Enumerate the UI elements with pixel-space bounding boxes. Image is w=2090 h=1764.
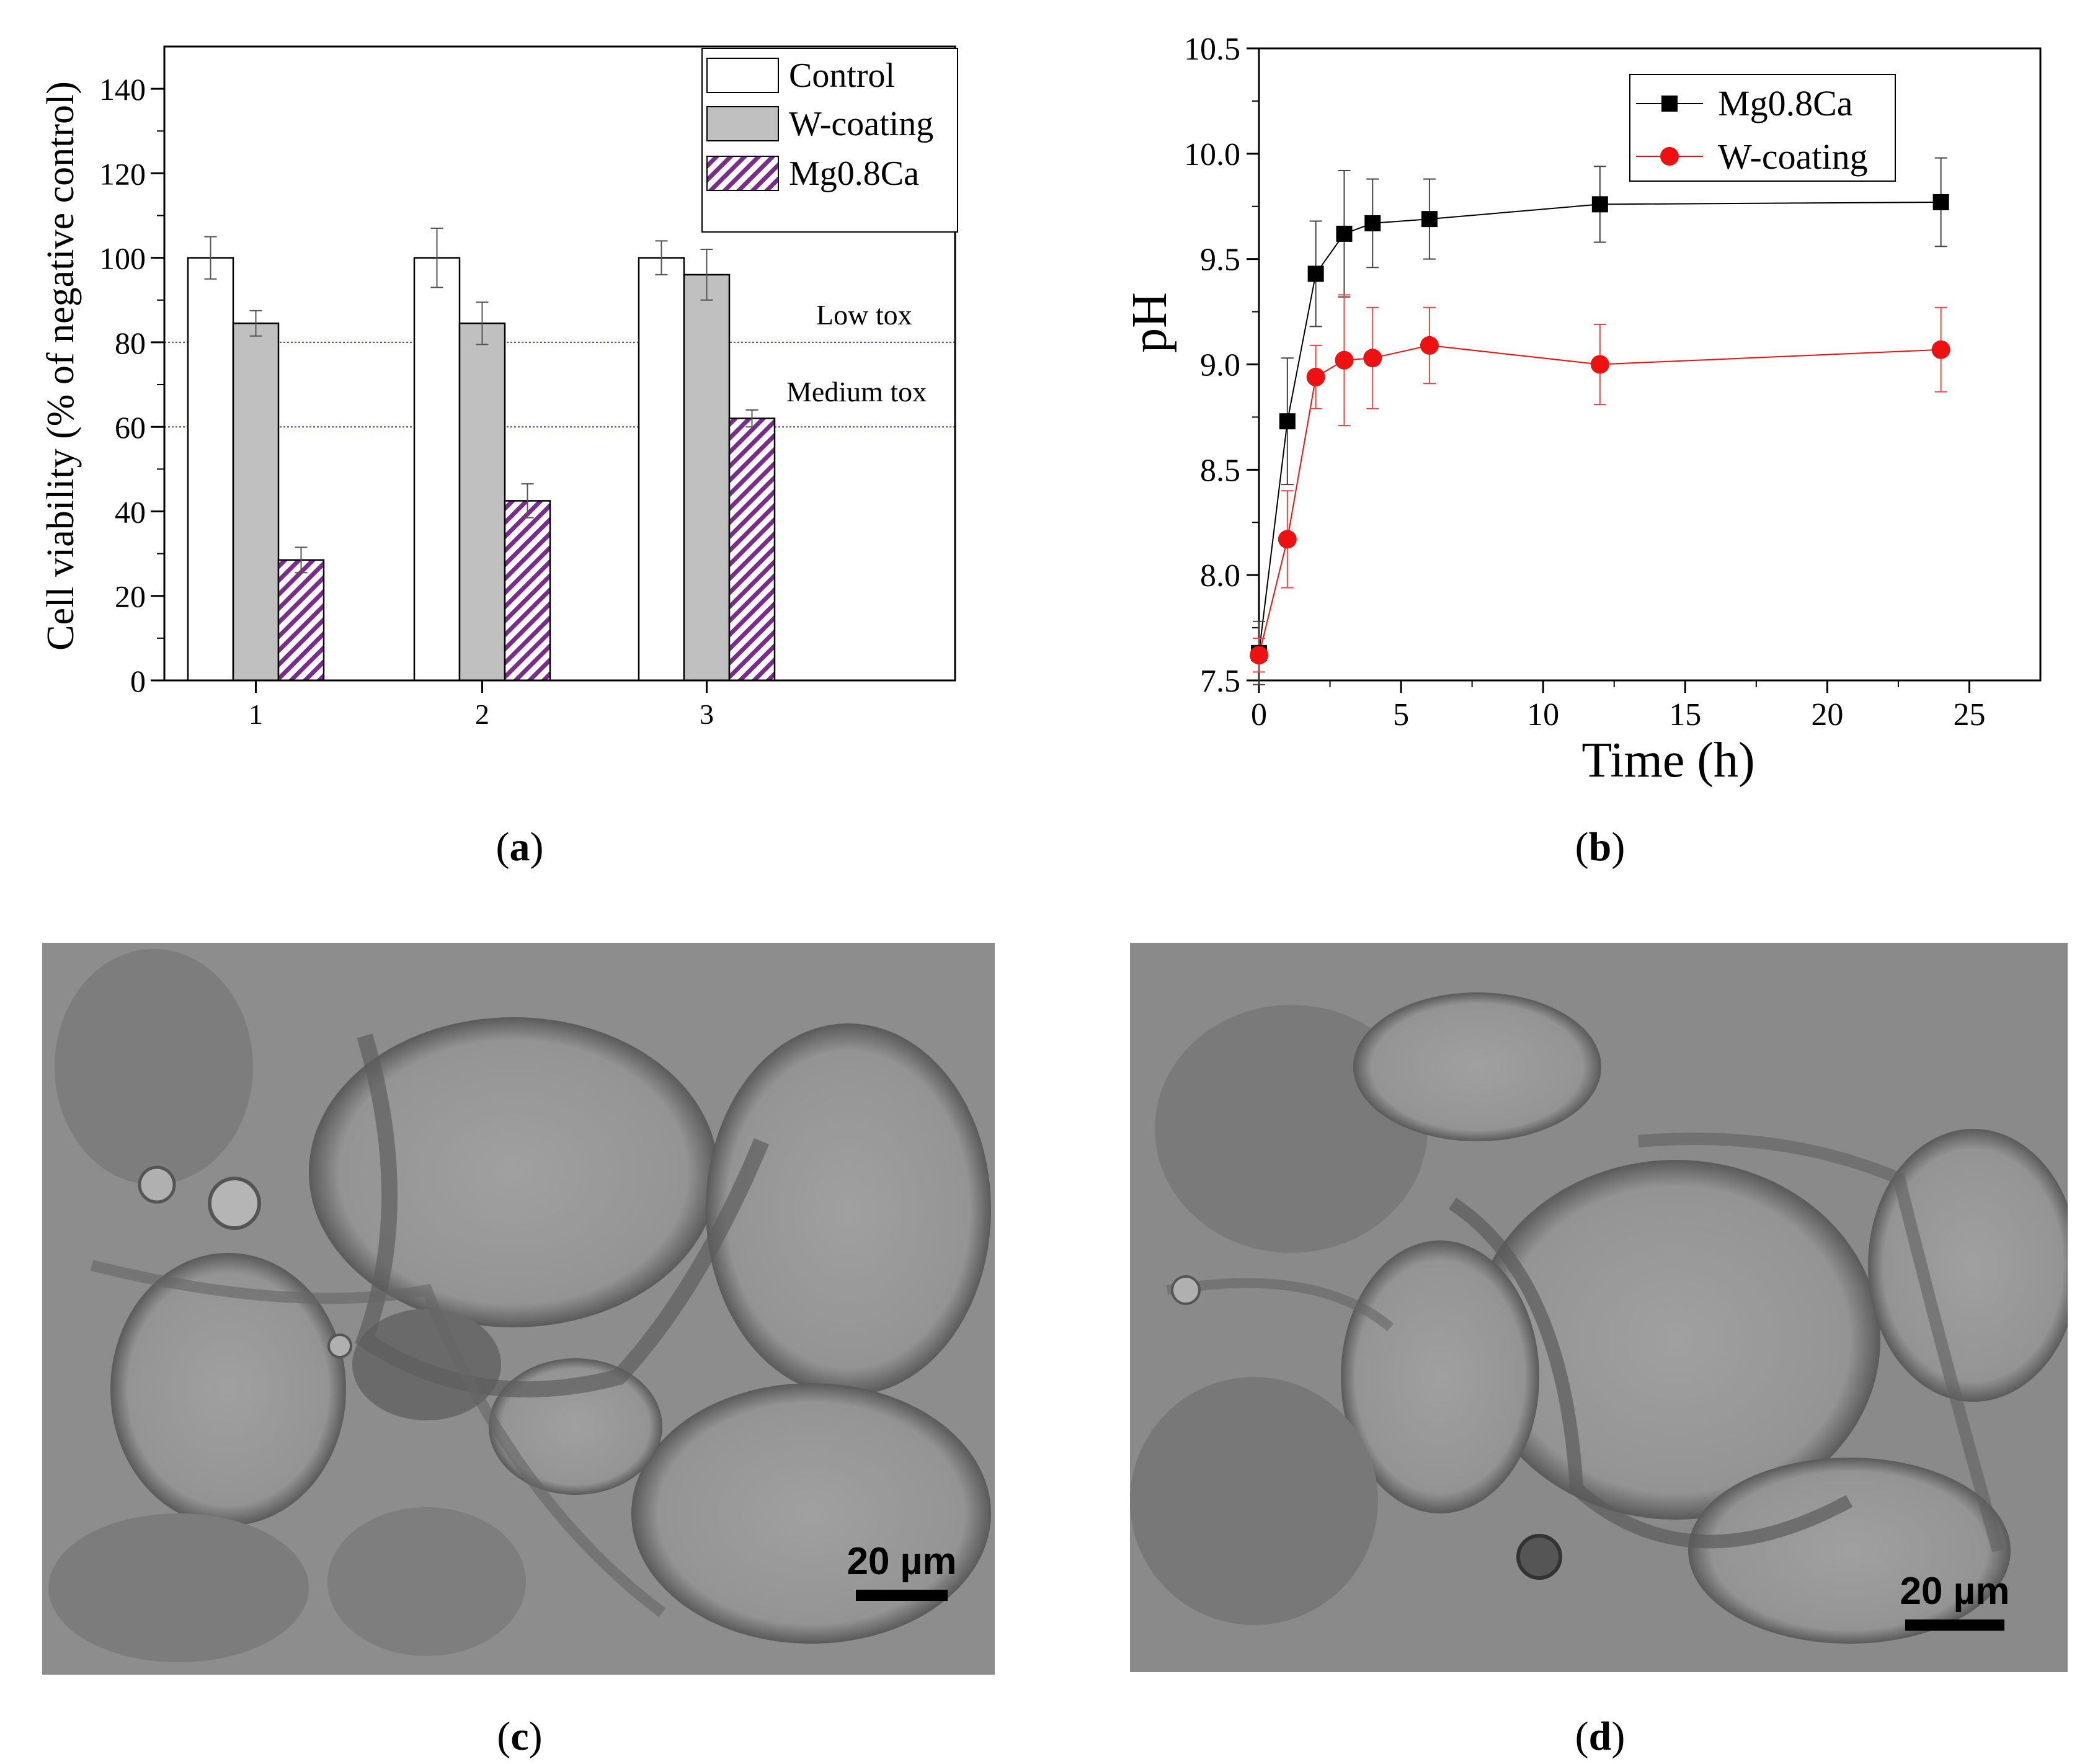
data-point-w xyxy=(1306,367,1325,386)
a-y-tick-label: 40 xyxy=(115,494,146,529)
b-x-tick-label: 25 xyxy=(1953,697,1985,733)
b-y-axis-label: pH xyxy=(1123,292,1177,353)
panel-b-line-chart: 7.5 8.0 8.5 9.0 9.5 10.0 10.5 0 5 10 15 20 25 pH Tim… xyxy=(1123,32,2042,788)
b-x-tick-label: 0 xyxy=(1251,697,1267,733)
legend-label-mg-series: Mg0.8Ca xyxy=(1718,83,1853,123)
data-point-w xyxy=(1250,646,1268,665)
a-x-tick-label: 1 xyxy=(249,698,263,730)
legend-swatch-mg xyxy=(706,156,779,191)
legend-marker-w-circle xyxy=(1660,147,1679,166)
b-y-tick-label: 9.0 xyxy=(1200,348,1240,383)
bar-wcoating-1 xyxy=(232,323,280,682)
data-point-w xyxy=(1420,336,1439,355)
panel-caption-d: (d) xyxy=(1575,1714,1625,1759)
b-legend: Mg0.8Ca W-coating xyxy=(1629,74,1896,182)
b-x-tick-label: 10 xyxy=(1527,697,1559,733)
bar-mg-1 xyxy=(277,559,325,682)
bar-control-3 xyxy=(638,257,685,682)
b-y-tick-label: 8.5 xyxy=(1200,453,1240,488)
a-y-axis-label: Cell viability (% of negative control) xyxy=(40,81,82,651)
legend-swatch-control xyxy=(706,58,779,93)
cell-image-d xyxy=(1130,943,2068,1672)
a-plot-frame xyxy=(163,45,956,682)
scale-bar-d: 20 µm xyxy=(1893,1569,2017,1631)
b-y-tick-label: 9.5 xyxy=(1200,243,1240,278)
a-y-tick-label: 140 xyxy=(99,72,146,107)
panel-a-bar-chart: 0 20 40 60 80 100 120 140 1 2 3 Cell viability (% … xyxy=(40,45,958,730)
data-point-mg xyxy=(1336,225,1353,242)
a-x-tick-label: 2 xyxy=(475,698,489,730)
scale-bar-label-c: 20 µm xyxy=(847,1540,957,1583)
micrograph-c: 20 µm xyxy=(42,943,995,1675)
b-x-tick-label: 20 xyxy=(1811,697,1843,733)
legend-marker-mg-square xyxy=(1661,96,1678,112)
panel-caption-c: (c) xyxy=(497,1714,543,1759)
b-y-tick-label: 8.0 xyxy=(1200,558,1240,594)
legend-label-control: Control xyxy=(789,56,895,95)
data-point-mg xyxy=(1591,196,1608,213)
bar-mg-3 xyxy=(728,417,776,682)
micrograph-d: 20 µm xyxy=(1130,943,2068,1672)
data-point-w xyxy=(1335,350,1354,370)
threshold-label-medium-tox: Medium tox xyxy=(786,376,927,408)
data-point-w xyxy=(1363,349,1382,368)
b-y-tick-label: 7.5 xyxy=(1200,664,1240,699)
data-point-w xyxy=(1278,530,1297,549)
data-point-mg xyxy=(1421,211,1438,228)
panel-b-letter: b xyxy=(1588,824,1612,870)
scale-bar-c: 20 µm xyxy=(840,1539,964,1601)
legend-label-wcoating: W-coating xyxy=(789,105,933,143)
legend-swatch-wcoating xyxy=(706,106,779,141)
legend-label-mg: Mg0.8Ca xyxy=(789,154,919,193)
bar-wcoating-3 xyxy=(683,274,731,682)
data-point-mg xyxy=(1364,215,1381,231)
data-point-mg xyxy=(1307,265,1324,282)
a-y-tick-label: 0 xyxy=(130,664,146,698)
data-point-mg xyxy=(1279,413,1296,430)
bar-control-1 xyxy=(187,257,234,682)
b-x-axis-label: Time (h) xyxy=(1581,733,1754,788)
scale-bar-label-d: 20 µm xyxy=(1900,1570,2010,1613)
panel-c-letter: c xyxy=(510,1714,529,1759)
b-x-tick-label: 5 xyxy=(1393,697,1409,733)
panel-a-letter: a xyxy=(509,824,530,870)
a-y-tick-label: 120 xyxy=(99,156,146,191)
data-point-w xyxy=(1590,355,1609,374)
a-legend: Control W-coating Mg0.8Ca xyxy=(701,48,958,233)
series-line-mg xyxy=(1258,201,1941,653)
bar-mg-2 xyxy=(504,500,551,682)
b-x-tick-label: 15 xyxy=(1669,697,1701,733)
threshold-label-low-tox: Low tox xyxy=(816,299,912,331)
cell-image-c xyxy=(42,943,995,1675)
data-point-mg xyxy=(1932,194,1949,210)
bar-control-2 xyxy=(413,257,461,682)
bar-wcoating-2 xyxy=(458,323,506,682)
a-y-tick-label: 80 xyxy=(115,326,146,360)
panel-caption-a: (a) xyxy=(496,824,544,870)
b-y-tick-label: 10.5 xyxy=(1184,32,1240,67)
panel-d-letter: d xyxy=(1588,1714,1612,1759)
a-x-tick-label: 3 xyxy=(700,698,714,730)
series-line-w xyxy=(1258,344,1941,656)
data-point-w xyxy=(1931,340,1950,359)
a-y-tick-label: 100 xyxy=(99,241,146,276)
b-y-tick-label: 10.0 xyxy=(1184,137,1240,172)
legend-label-w-series: W-coating xyxy=(1718,136,1868,177)
a-y-tick-label: 60 xyxy=(115,410,146,445)
panel-caption-b: (b) xyxy=(1575,824,1625,870)
a-y-tick-label: 20 xyxy=(115,579,146,614)
